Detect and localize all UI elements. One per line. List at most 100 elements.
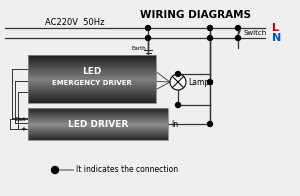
- Text: AC220V  50Hz: AC220V 50Hz: [45, 17, 105, 26]
- Bar: [28, 114, 168, 115]
- Bar: [28, 98, 156, 99]
- Bar: [28, 55, 156, 56]
- Text: +: +: [20, 126, 26, 132]
- Bar: [28, 59, 156, 60]
- Bar: [28, 67, 156, 68]
- Bar: [28, 116, 168, 117]
- Bar: [28, 128, 168, 129]
- Bar: [28, 129, 168, 130]
- Bar: [28, 101, 156, 102]
- Bar: [28, 100, 156, 101]
- Bar: [28, 77, 156, 78]
- Circle shape: [146, 25, 151, 31]
- Bar: [28, 85, 156, 86]
- Bar: [28, 80, 156, 81]
- Bar: [28, 139, 168, 140]
- Bar: [28, 81, 156, 82]
- Text: It indicates the connection: It indicates the connection: [76, 165, 178, 174]
- Text: Out: Out: [14, 117, 26, 122]
- Bar: [28, 92, 156, 93]
- Text: N: N: [272, 33, 281, 43]
- Bar: [28, 58, 156, 59]
- Bar: [28, 91, 156, 92]
- Bar: [28, 125, 168, 126]
- Bar: [28, 119, 168, 120]
- Bar: [28, 65, 156, 66]
- Bar: [28, 89, 156, 90]
- Bar: [28, 136, 168, 137]
- Text: Switch: Switch: [244, 30, 267, 36]
- Bar: [28, 108, 168, 109]
- Bar: [28, 109, 168, 110]
- Bar: [28, 60, 156, 61]
- Bar: [28, 94, 156, 95]
- Circle shape: [52, 166, 58, 173]
- Bar: [28, 127, 168, 128]
- Bar: [28, 138, 168, 139]
- Bar: [28, 99, 156, 100]
- Bar: [28, 133, 168, 134]
- Bar: [28, 84, 156, 85]
- Bar: [28, 131, 168, 132]
- Bar: [28, 86, 156, 87]
- Bar: [28, 70, 156, 71]
- Bar: [28, 110, 168, 111]
- Text: LED DRIVER: LED DRIVER: [68, 120, 128, 129]
- Bar: [28, 96, 156, 97]
- Bar: [28, 120, 168, 121]
- Text: LED: LED: [82, 67, 102, 76]
- Bar: [28, 113, 168, 114]
- Bar: [28, 62, 156, 63]
- Circle shape: [146, 35, 151, 41]
- Bar: [28, 78, 156, 79]
- Circle shape: [208, 35, 212, 41]
- Bar: [28, 72, 156, 73]
- Circle shape: [208, 25, 212, 31]
- Bar: [28, 66, 156, 67]
- Circle shape: [208, 122, 212, 126]
- Bar: [28, 123, 168, 124]
- Bar: [28, 64, 156, 65]
- Bar: [28, 82, 156, 83]
- Circle shape: [236, 25, 241, 31]
- Bar: [28, 117, 168, 118]
- Bar: [28, 55, 156, 103]
- Bar: [28, 97, 156, 98]
- Text: Lamps: Lamps: [188, 77, 213, 86]
- Bar: [28, 83, 156, 84]
- Bar: [28, 137, 168, 138]
- Bar: [28, 135, 168, 136]
- Bar: [28, 95, 156, 96]
- Bar: [28, 71, 156, 72]
- Text: WIRING DIAGRAMS: WIRING DIAGRAMS: [140, 10, 250, 20]
- Bar: [28, 63, 156, 64]
- Text: Earth: Earth: [131, 45, 146, 51]
- Bar: [28, 79, 156, 80]
- Bar: [28, 69, 156, 70]
- Bar: [28, 111, 168, 112]
- Bar: [28, 75, 156, 76]
- Bar: [28, 57, 156, 58]
- Circle shape: [236, 35, 241, 41]
- Bar: [28, 93, 156, 94]
- Bar: [28, 56, 156, 57]
- Circle shape: [176, 72, 181, 76]
- Bar: [28, 124, 168, 125]
- Bar: [28, 130, 168, 131]
- Bar: [28, 126, 168, 127]
- Bar: [28, 112, 168, 113]
- Text: L: L: [272, 23, 279, 33]
- Bar: [28, 73, 156, 74]
- Bar: [28, 74, 156, 75]
- Bar: [28, 61, 156, 62]
- Bar: [28, 132, 168, 133]
- Bar: [28, 134, 168, 135]
- Bar: [28, 76, 156, 77]
- Circle shape: [208, 80, 212, 84]
- Bar: [28, 121, 168, 122]
- Bar: [28, 88, 156, 89]
- Bar: [28, 118, 168, 119]
- Bar: [28, 87, 156, 88]
- Bar: [28, 90, 156, 91]
- Bar: [28, 108, 168, 140]
